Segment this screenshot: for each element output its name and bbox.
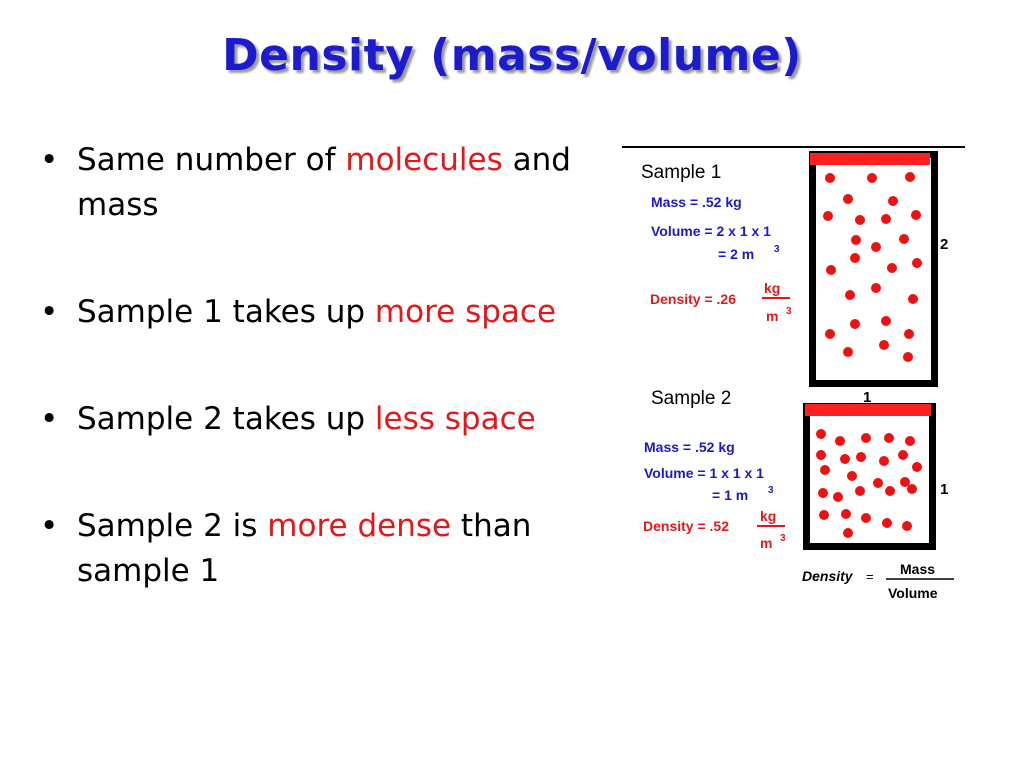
sample2-unit-numerator: kg <box>760 508 776 524</box>
sample2-molecule <box>905 436 915 446</box>
sample2-molecule <box>902 521 912 531</box>
bullet-text: than sample 1 <box>77 508 532 589</box>
sample1-molecule <box>881 214 891 224</box>
sample2-molecule <box>847 471 857 481</box>
sample2-mass: Mass = .52 kg <box>644 439 735 455</box>
bullet-highlight-text: more space <box>374 294 557 330</box>
sample1-molecule <box>867 173 877 183</box>
sample1-unit-numerator: kg <box>764 280 780 296</box>
sample1-molecule <box>908 294 918 304</box>
sample1-molecule <box>879 340 889 350</box>
sample2-molecule <box>856 452 866 462</box>
sample2-molecule <box>819 510 829 520</box>
sample1-molecule <box>905 172 915 182</box>
bullet-highlight-text: less space <box>374 401 536 437</box>
sample1-molecule <box>855 215 865 225</box>
formula-denominator: Volume <box>888 585 938 601</box>
bullet-text: Same number of <box>77 142 346 178</box>
bullet-highlight-text: more dense <box>267 508 452 544</box>
sample1-molecule <box>899 234 909 244</box>
sample2-unit-exponent: 3 <box>780 533 786 544</box>
sample1-molecule <box>823 211 833 221</box>
sample2-molecule <box>861 433 871 443</box>
sample2-label: Sample 2 <box>651 388 731 409</box>
sample2-molecule <box>912 462 922 472</box>
slide-title: Density (mass/volume) <box>222 30 802 81</box>
sample2-molecule <box>882 518 892 528</box>
sample2-molecule <box>873 478 883 488</box>
sample2-container <box>803 403 936 550</box>
sample2-molecule <box>855 486 865 496</box>
sample1-density: Density = .26 <box>650 291 736 307</box>
bullet-text: Sample 2 is <box>77 508 268 544</box>
sample2-molecule <box>907 484 917 494</box>
sample2-molecule <box>835 436 845 446</box>
bullet-highlight-text: molecules <box>345 142 503 178</box>
sample1-molecule <box>843 194 853 204</box>
sample2-molecule <box>840 454 850 464</box>
bullet-item: Same number of molecules and mass <box>40 138 600 228</box>
bullet-text: and mass <box>77 142 571 223</box>
sample2-molecule <box>884 433 894 443</box>
sample2-unit-denominator: m <box>760 535 772 551</box>
sample2-density: Density = .52 <box>643 518 729 534</box>
sample1-molecule <box>843 347 853 357</box>
sample1-label: Sample 1 <box>641 162 721 183</box>
sample2-volume: Volume = 1 x 1 x 1 <box>644 465 764 481</box>
sample1-volume-exponent: 3 <box>774 244 780 255</box>
sample2-molecule <box>816 429 826 439</box>
bullet-text: Sample 1 takes up <box>77 294 375 330</box>
sample1-width-dimension: 1 <box>863 389 871 406</box>
sample2-molecule <box>900 477 910 487</box>
sample1-molecule <box>825 173 835 183</box>
sample1-molecule <box>850 319 860 329</box>
sample1-molecule <box>903 352 913 362</box>
sample1-molecules <box>823 172 922 362</box>
formula-numerator: Mass <box>900 561 935 577</box>
sample1-molecule <box>826 265 836 275</box>
sample2-molecule <box>879 456 889 466</box>
bullet-item: Sample 1 takes up more space <box>40 290 600 335</box>
sample1-molecule <box>888 196 898 206</box>
sample1-molecule <box>871 242 881 252</box>
sample1-mass: Mass = .52 kg <box>651 194 742 210</box>
sample2-molecule <box>816 450 826 460</box>
sample2-height-dimension: 1 <box>940 481 948 498</box>
sample1-molecule <box>850 253 860 263</box>
bullet-list: Same number of molecules and mass Sample … <box>40 138 600 656</box>
sample1-height-dimension: 2 <box>940 236 948 253</box>
bullet-item: Sample 2 takes up less space <box>40 397 600 442</box>
sample2-molecule <box>861 513 871 523</box>
sample1-molecule <box>845 290 855 300</box>
sample1-molecule <box>871 283 881 293</box>
sample1-molecule <box>904 329 914 339</box>
sample2-molecules <box>816 429 922 538</box>
sample2-molecule <box>898 450 908 460</box>
sample1-molecule <box>912 258 922 268</box>
sample1-unit-exponent: 3 <box>786 306 792 317</box>
sample2-molecule <box>843 528 853 538</box>
sample1-molecule <box>911 210 921 220</box>
sample1-molecule <box>825 329 835 339</box>
sample2-molecule <box>820 465 830 475</box>
sample1-unit-denominator: m <box>766 308 778 324</box>
formula-lhs: Density <box>802 568 854 584</box>
sample2-volume-exponent: 3 <box>768 485 774 496</box>
sample1-lid <box>810 153 930 165</box>
sample1-molecule <box>881 316 891 326</box>
sample2-molecule <box>885 486 895 496</box>
sample1-molecule <box>887 263 897 273</box>
sample1-volume: Volume = 2 x 1 x 1 <box>651 223 771 239</box>
bullet-item: Sample 2 is more dense than sample 1 <box>40 504 600 594</box>
sample2-molecule <box>818 488 828 498</box>
sample1-molecule <box>851 235 861 245</box>
formula-equals: = <box>866 569 874 584</box>
sample1-volume-result: = 2 m <box>718 246 754 262</box>
bullet-text: Sample 2 takes up <box>77 401 375 437</box>
sample2-molecule <box>841 509 851 519</box>
sample2-molecule <box>833 492 843 502</box>
sample2-volume-result: = 1 m <box>712 487 748 503</box>
sample2-lid <box>805 404 931 416</box>
